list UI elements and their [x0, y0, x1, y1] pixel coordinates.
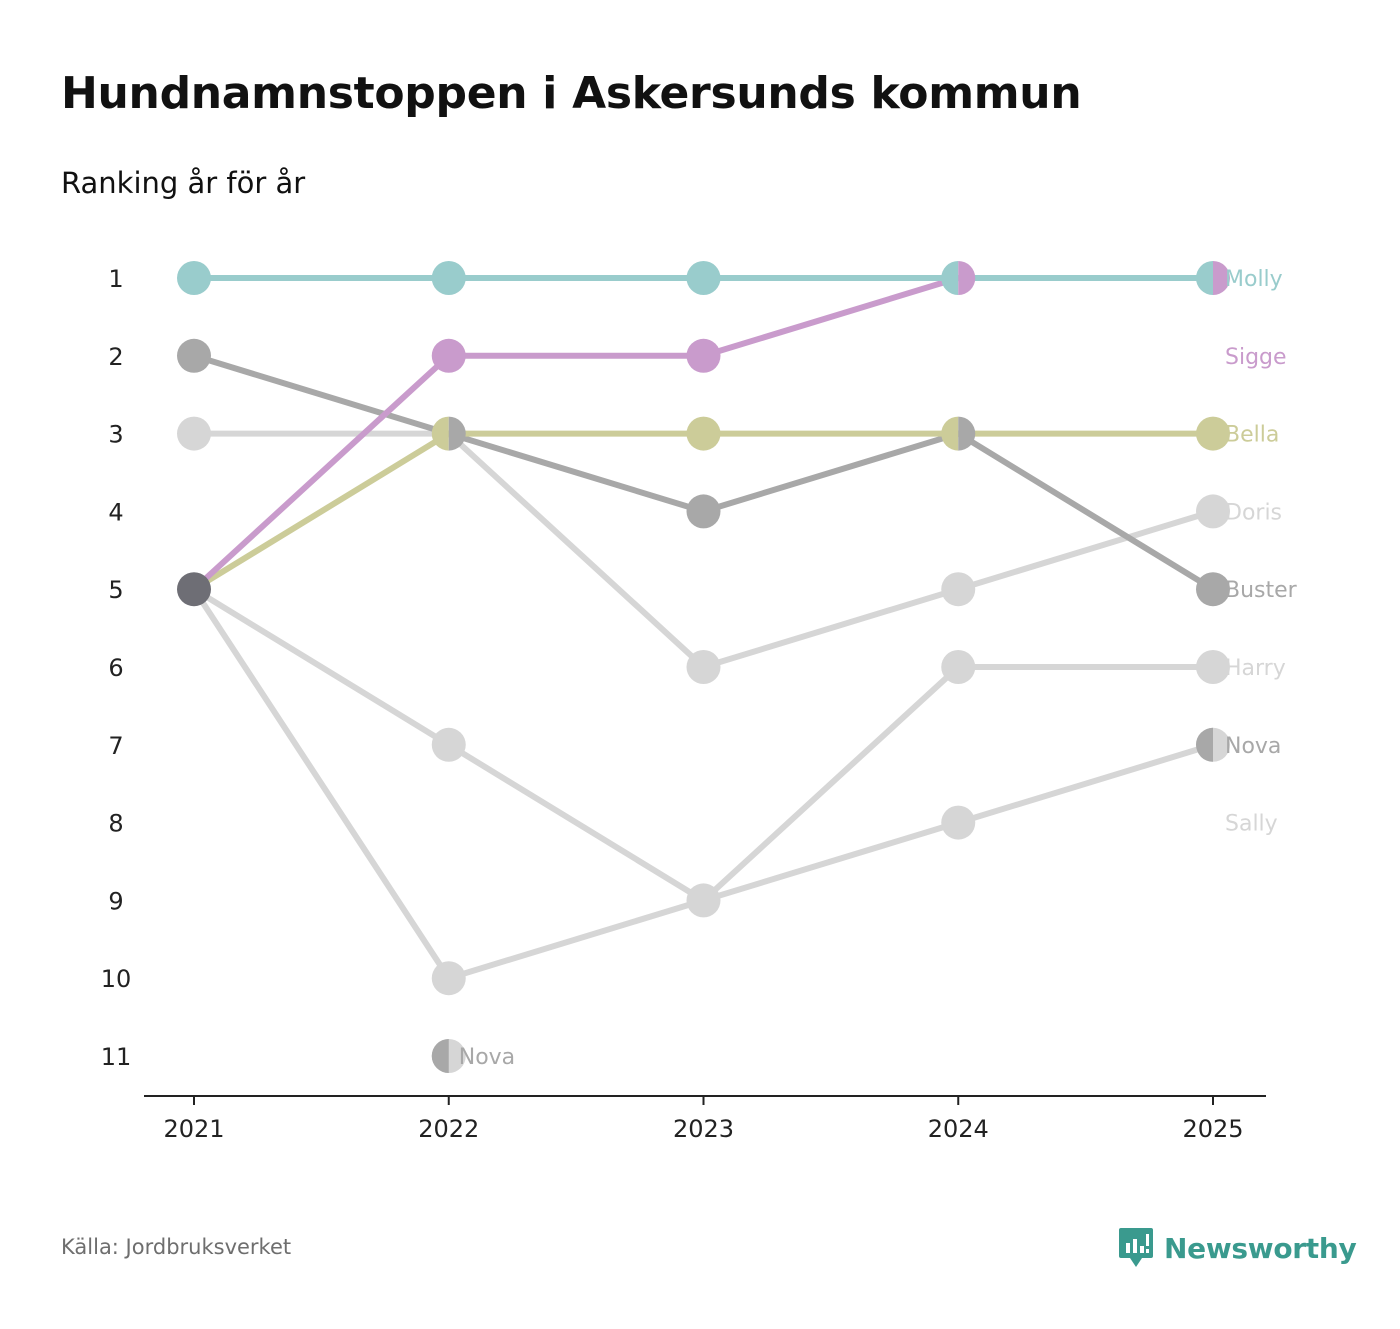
dot-2024-rank-3-bella-half: [941, 416, 959, 451]
brand-logo[interactable]: Newsworthy: [1118, 1226, 1357, 1270]
line-buster-2022-2023: [445, 430, 707, 515]
inline-label-nova-2022: Nova: [459, 1045, 515, 1070]
chart-subtitle: Ranking år för år: [61, 166, 306, 200]
dot-2023-rank-9-harry: [686, 883, 721, 918]
line-buster-2021-2022: [191, 352, 452, 437]
dot-2023-rank-4-buster: [686, 494, 721, 529]
line-harry-2022-2023: [445, 741, 707, 904]
y-tick-label-7: 7: [108, 732, 123, 760]
x-tick-label-2023: 2023: [673, 1115, 734, 1143]
dot-2023-rank-1-molly: [686, 261, 721, 295]
series-lines: [191, 275, 1216, 982]
line-bella-2021-2022: [191, 430, 452, 593]
dot-2022-rank-3-bella-half: [431, 416, 449, 451]
bump-chart: 1 2 3 4 5 6 7 8 9 10 11 Molly Sigge Bella Doris Buster…: [101, 261, 1298, 1143]
dot-2023-rank-3-bella: [686, 416, 721, 451]
dot-2022-rank-7-harry: [431, 727, 466, 762]
dot-2022-rank-3-buster-half: [448, 416, 466, 451]
line-doris-2024-2025: [955, 508, 1216, 593]
end-label-molly: Molly: [1225, 267, 1283, 292]
dot-2024-rank-6-harry: [941, 650, 976, 684]
line-doris-2022-2023: [445, 430, 707, 670]
dot-2024-rank-8-sally: [941, 805, 976, 840]
newsworthy-logo-icon: [1119, 1228, 1153, 1267]
end-label-buster: Buster: [1225, 578, 1298, 603]
chart-title: Hundnamnstoppen i Askersunds kommun: [61, 68, 1082, 119]
dot-2024-rank-1-sigge-half: [958, 261, 976, 295]
dot-2025-rank-7-nova: [1196, 727, 1213, 762]
y-axis: 1 2 3 4 5 6 7 8 9 10 11: [101, 265, 132, 1071]
brand-name: Newsworthy: [1164, 1231, 1357, 1265]
dot-2021-rank-3-doris: [177, 416, 211, 451]
y-tick-label-8: 8: [108, 810, 123, 838]
y-tick-label-4: 4: [108, 498, 123, 526]
end-label-sally: Sally: [1225, 812, 1278, 837]
y-tick-label-6: 6: [108, 654, 123, 682]
line-harry-2023-2024: [700, 664, 962, 904]
dot-2022-rank-2-sigge: [431, 338, 466, 373]
dot-2023-rank-2-sigge: [686, 338, 721, 373]
line-sigge-2021-2022: [191, 352, 452, 593]
dot-2022-rank-1-molly: [431, 261, 466, 295]
series-dots: [177, 261, 1230, 1073]
line-buster-2024-2025: [955, 430, 1216, 593]
end-labels: Molly Sigge Bella Doris Buster Harry Nova Sally…: [459, 267, 1298, 1070]
end-label-harry: Harry: [1225, 656, 1286, 681]
end-label-bella: Bella: [1225, 423, 1279, 448]
dot-2025-rank-1-sigge-half: [1213, 261, 1230, 295]
dot-2025-rank-5-buster: [1196, 572, 1230, 607]
x-tick-label-2024: 2024: [928, 1115, 989, 1143]
y-tick-label-1: 1: [108, 265, 123, 293]
y-tick-label-2: 2: [108, 343, 123, 371]
dot-2021-rank-1-molly: [177, 261, 211, 295]
y-tick-label-3: 3: [108, 421, 123, 449]
dot-2021-rank-5-sally-harry-bella-sigge: [177, 572, 211, 607]
line-buster-2023-2024: [700, 430, 962, 515]
end-label-sigge: Sigge: [1225, 345, 1287, 370]
line-sigge-2023-2024: [700, 275, 962, 359]
y-tick-label-11: 11: [101, 1043, 132, 1071]
dot-2024-rank-1-molly-half: [941, 261, 959, 295]
dot-2025-rank-1-molly-half: [1196, 261, 1213, 295]
line-sally-2024-2025: [955, 741, 1216, 826]
dot-2024-rank-3-buster-half: [958, 416, 976, 451]
x-tick-label-2021: 2021: [163, 1115, 224, 1143]
end-label-doris: Doris: [1225, 500, 1282, 525]
dot-2023-rank-6-doris: [686, 650, 721, 684]
x-tick-label-2022: 2022: [418, 1115, 479, 1143]
y-tick-label-5: 5: [108, 576, 123, 604]
dot-2025-rank-6-harry: [1196, 650, 1230, 684]
dot-2022-rank-11-nova: [431, 1039, 449, 1073]
dot-2021-rank-2-buster: [177, 338, 211, 373]
line-sally-2021-2022: [191, 586, 452, 982]
line-sally-2023-2024: [700, 819, 962, 904]
dot-2022-rank-10-sally: [431, 961, 466, 996]
line-harry-2021-2022: [191, 586, 452, 748]
end-label-nova: Nova: [1225, 734, 1281, 759]
dot-2025-rank-4-doris: [1196, 494, 1230, 529]
y-tick-label-9: 9: [108, 887, 123, 915]
x-tick-label-2025: 2025: [1182, 1115, 1243, 1143]
x-axis: 2021 2022 2023 2024 2025: [144, 1095, 1266, 1143]
line-sally-2022-2023: [445, 897, 707, 982]
source-note: Källa: Jordbruksverket: [61, 1235, 292, 1259]
dot-2024-rank-5-doris: [941, 572, 976, 607]
line-doris-2023-2024: [700, 586, 962, 670]
y-tick-label-10: 10: [101, 965, 132, 993]
dot-2025-rank-3-bella: [1196, 416, 1230, 451]
